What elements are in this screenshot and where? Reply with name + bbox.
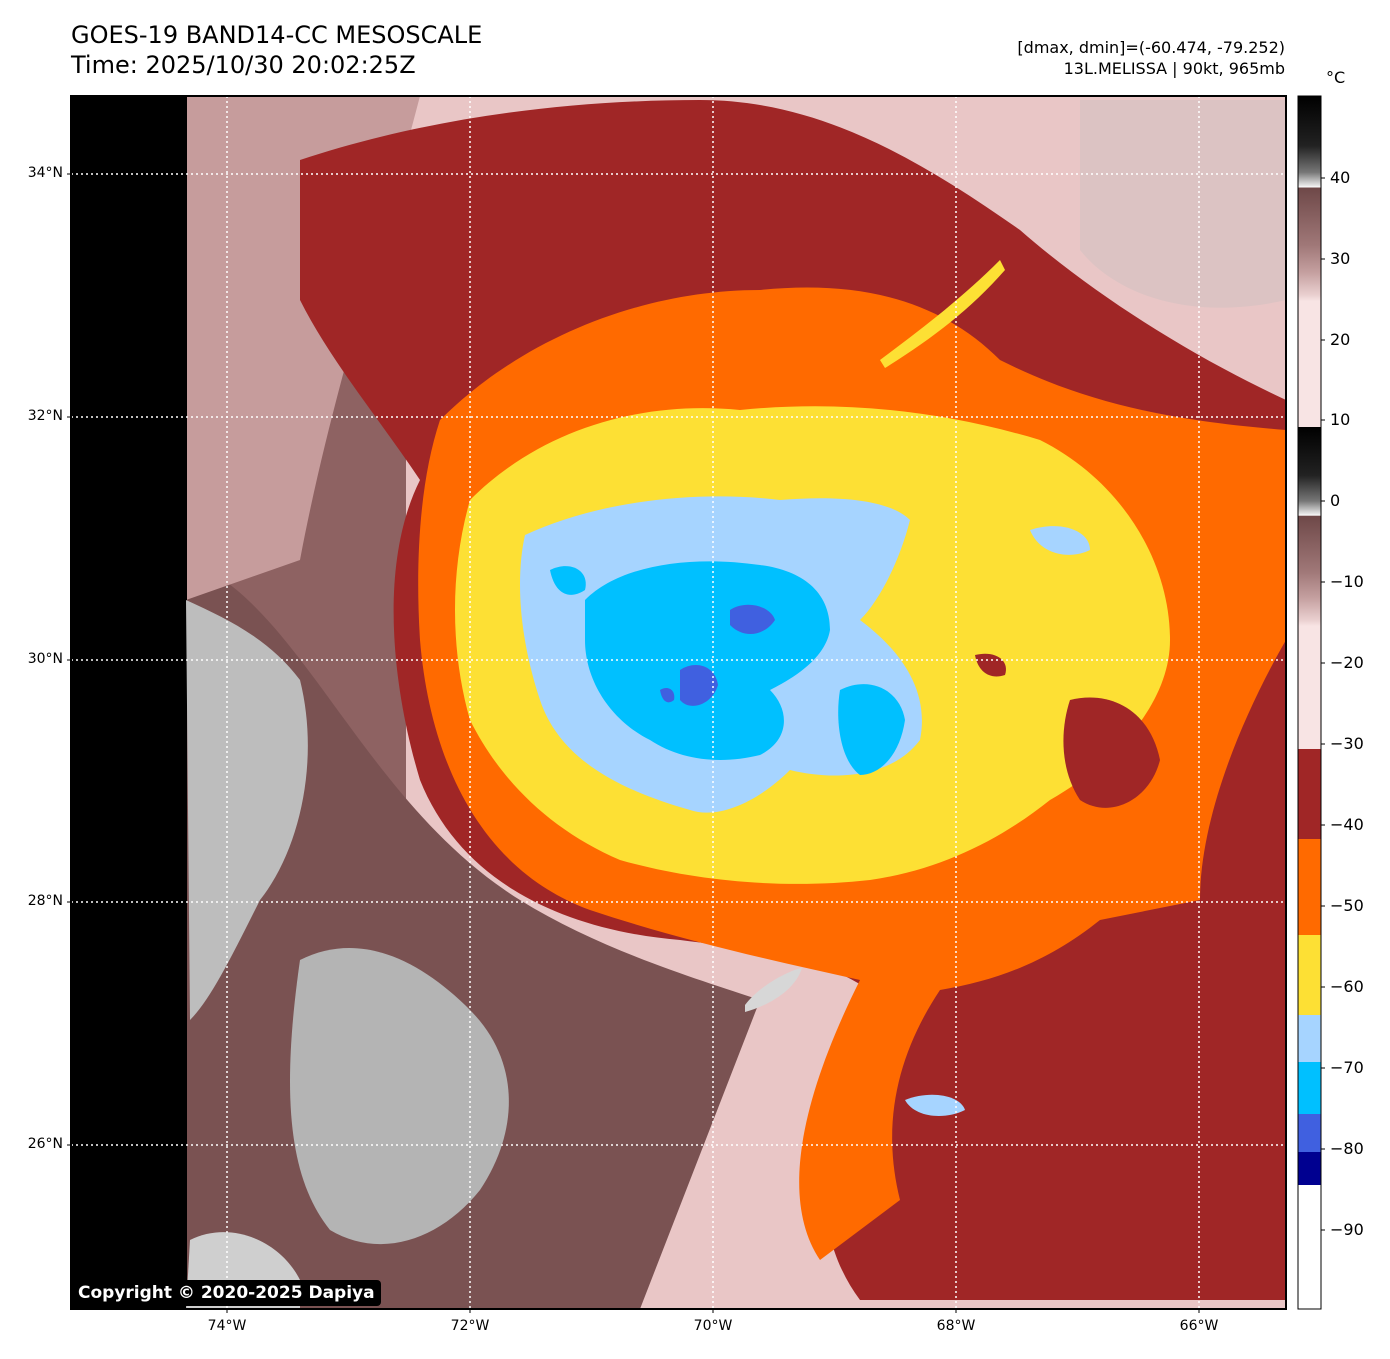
colorbar-tick: −90 xyxy=(1330,1220,1364,1239)
colorbar-tick: 0 xyxy=(1330,491,1341,510)
colorbar-tick: −10 xyxy=(1330,572,1364,591)
colorbar-tick: −70 xyxy=(1330,1058,1364,1077)
colorbar-tick: −30 xyxy=(1330,734,1364,753)
no-data-strip xyxy=(71,96,187,1309)
copyright-badge: Copyright © 2020-2025 Dapiya xyxy=(72,1280,381,1306)
colorbar-tick: 10 xyxy=(1330,410,1351,429)
lat-label: 32°N xyxy=(27,408,63,424)
lon-label: 74°W xyxy=(207,1318,247,1334)
axis-ticks xyxy=(67,173,1200,1313)
satellite-image xyxy=(71,96,1286,1309)
colorbar-tick: −60 xyxy=(1330,977,1364,996)
map-frame xyxy=(70,95,1287,1310)
colorbar-tick: −40 xyxy=(1330,815,1364,834)
lat-label: 26°N xyxy=(27,1136,63,1152)
chart-timestamp: Time: 2025/10/30 20:02:25Z xyxy=(71,51,416,79)
colorbar xyxy=(1297,95,1325,1310)
lon-label: 68°W xyxy=(936,1318,976,1334)
cloud-top-core xyxy=(730,604,775,635)
colorbar-unit: °C xyxy=(1326,68,1346,87)
lon-label: 72°W xyxy=(450,1318,490,1334)
lon-label: 66°W xyxy=(1179,1318,1219,1334)
storm-info: 13L.MELISSA | 90kt, 965mb xyxy=(1063,59,1285,78)
gridlines xyxy=(71,96,1286,1309)
lat-label: 34°N xyxy=(27,165,63,181)
range-readout: [dmax, dmin]=(-60.474, -79.252) xyxy=(1017,38,1285,57)
colorbar-tick: −20 xyxy=(1330,653,1364,672)
lat-label: 30°N xyxy=(27,651,63,667)
colorbar-tick: 40 xyxy=(1330,168,1351,187)
colorbar-tick: −50 xyxy=(1330,896,1364,915)
chart-title: GOES-19 BAND14-CC MESOSCALE xyxy=(71,21,483,49)
lon-label: 70°W xyxy=(693,1318,733,1334)
colorbar-tick: 30 xyxy=(1330,249,1351,268)
grey-clouds-west xyxy=(186,600,308,1020)
colorbar-tick: −80 xyxy=(1330,1139,1364,1158)
colorbar-tick: 20 xyxy=(1330,330,1351,349)
lat-label: 28°N xyxy=(27,893,63,909)
